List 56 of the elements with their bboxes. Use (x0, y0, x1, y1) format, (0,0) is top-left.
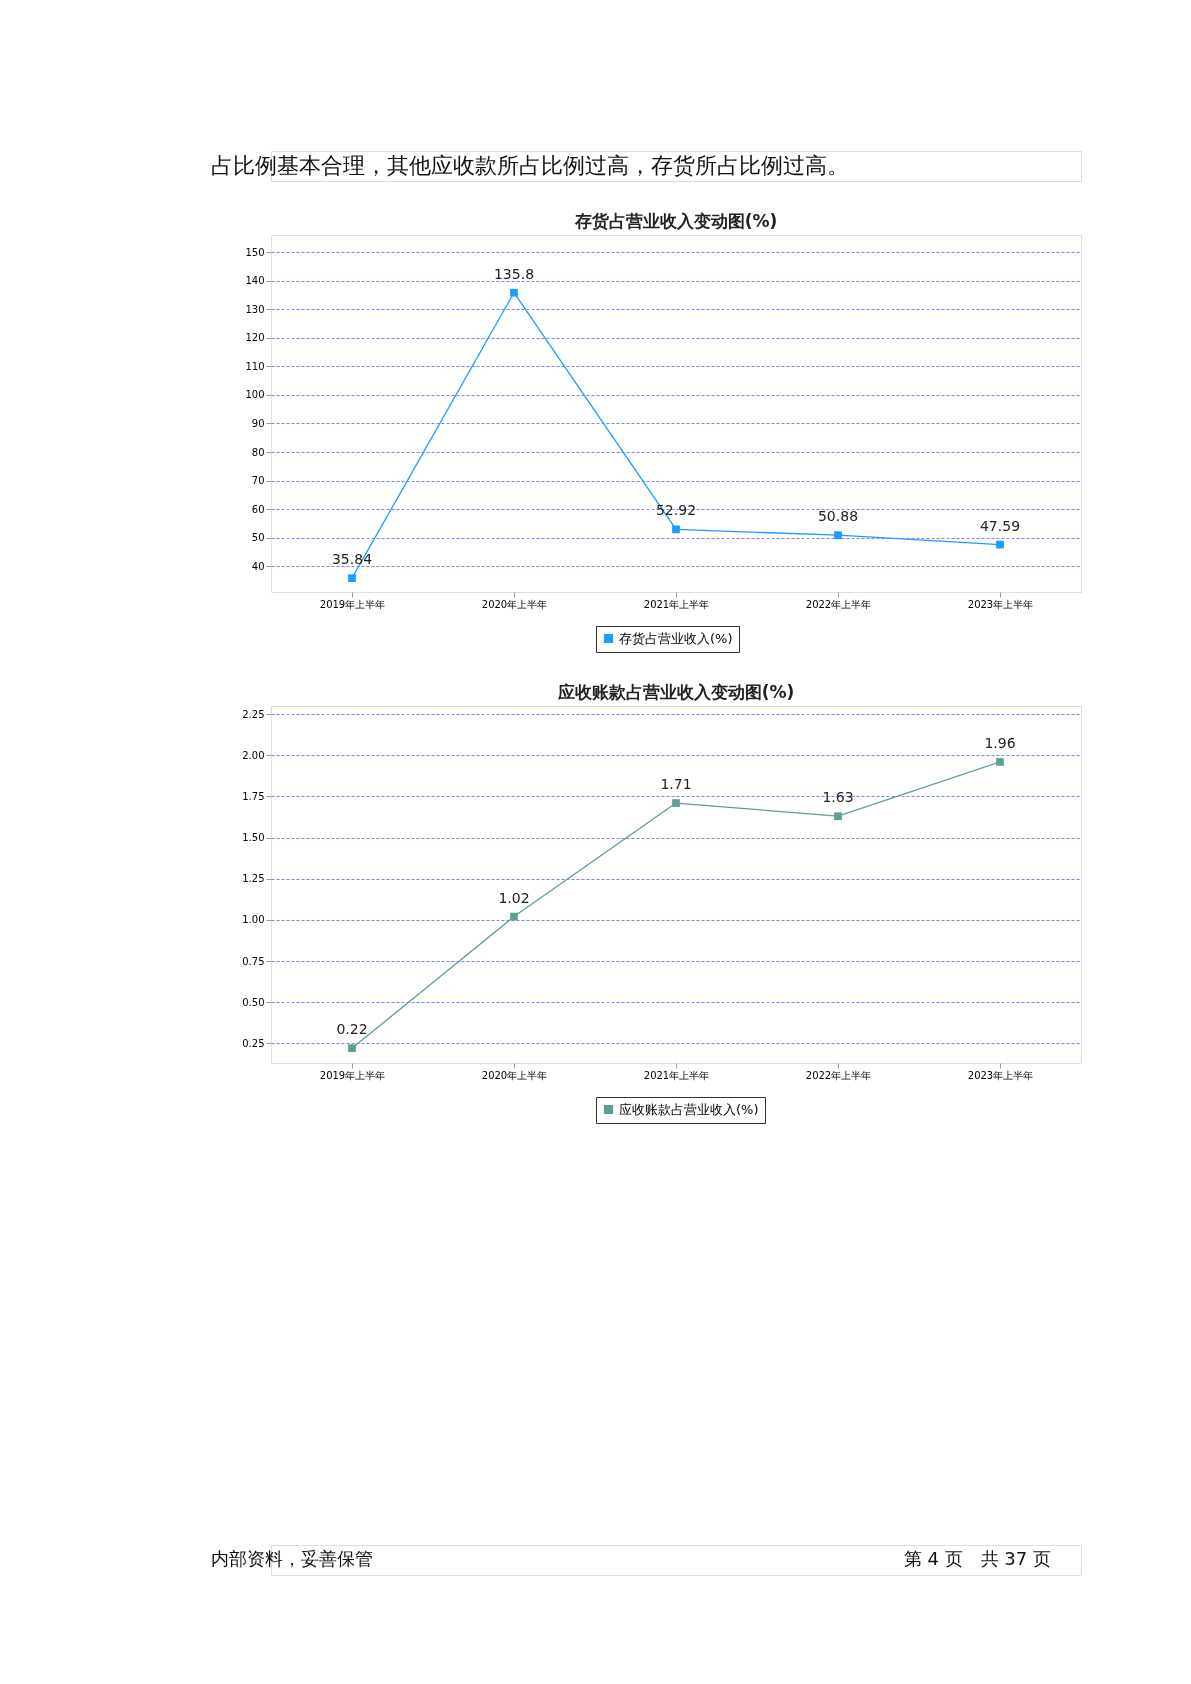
y-tick-label: 90 (251, 418, 265, 429)
x-tick-label: 2019年上半年 (319, 598, 386, 610)
point (996, 758, 1004, 766)
point (672, 799, 680, 807)
y-tick-label: 140 (245, 275, 265, 287)
data-label: 47.59 (979, 517, 1021, 534)
legend-label: 应收账款占营业收入(%) (619, 1101, 759, 1117)
data-label: 1.71 (660, 776, 692, 793)
data-label: 1.02 (498, 889, 530, 906)
x-tick-label: 2021年上半年 (643, 598, 710, 610)
point (510, 288, 518, 297)
y-tick-label: 0.75 (242, 955, 265, 967)
point (996, 540, 1004, 549)
data-label: 1.96 (984, 734, 1016, 751)
y-tick-label: 1.75 (242, 790, 265, 802)
y-tick-label: 120 (245, 332, 265, 344)
data-label: 1.63 (822, 789, 854, 806)
y-tick-label: 2.25 (242, 708, 265, 720)
legend-label: 存货占营业收入(%) (619, 630, 733, 646)
y-tick-label: 130 (245, 303, 265, 315)
y-tick-label: 60 (251, 503, 265, 515)
x-tick-label: 2022年上半年 (805, 1069, 872, 1081)
data-label: 135.8 (493, 265, 535, 282)
y-tick-label: 2.00 (242, 749, 265, 761)
point (348, 1044, 356, 1053)
x-tick-label: 2020年上半年 (481, 598, 548, 610)
y-tick-label: 1.00 (242, 914, 265, 926)
point (672, 525, 680, 534)
y-tick-label: 0.25 (242, 1037, 265, 1049)
x-tick-label: 2023年上半年 (967, 1069, 1034, 1081)
x-tick-label: 2023年上半年 (967, 598, 1034, 610)
y-tick-label: 1.25 (242, 873, 265, 885)
y-tick-label: 70 (251, 475, 265, 487)
point (834, 531, 842, 540)
text: 第 4 页 共 37 页 (903, 1548, 1051, 1569)
y-tick-label: 80 (251, 446, 265, 458)
x-tick-label: 2020年上半年 (481, 1069, 548, 1081)
text: 占比例基本合理，其他应收款所占比例过高，存货所占比例过高。 (211, 153, 849, 178)
chart-title: 应收账款占营业收入变动图(%) (556, 682, 795, 702)
data-label: 0.22 (336, 1021, 368, 1038)
y-tick-label: 110 (245, 360, 265, 372)
x-tick-label: 2019年上半年 (319, 1069, 386, 1081)
x-tick-label: 2022年上半年 (805, 598, 872, 610)
y-tick-label: 50 (251, 532, 265, 544)
y-tick-label: 150 (245, 246, 265, 258)
point (834, 812, 842, 821)
point (510, 912, 518, 921)
point (348, 574, 356, 583)
y-tick-label: 100 (245, 389, 265, 401)
y-tick-label: 1.50 (242, 832, 265, 844)
y-tick-label: 40 (251, 560, 265, 572)
data-label: 50.88 (817, 508, 859, 525)
y-tick-label: 0.50 (242, 996, 265, 1008)
text: 内部资料，妥善保管 (211, 1548, 373, 1569)
x-tick-label: 2021年上半年 (643, 1069, 710, 1081)
chart-title: 存货占营业收入变动图(%) (573, 211, 778, 231)
